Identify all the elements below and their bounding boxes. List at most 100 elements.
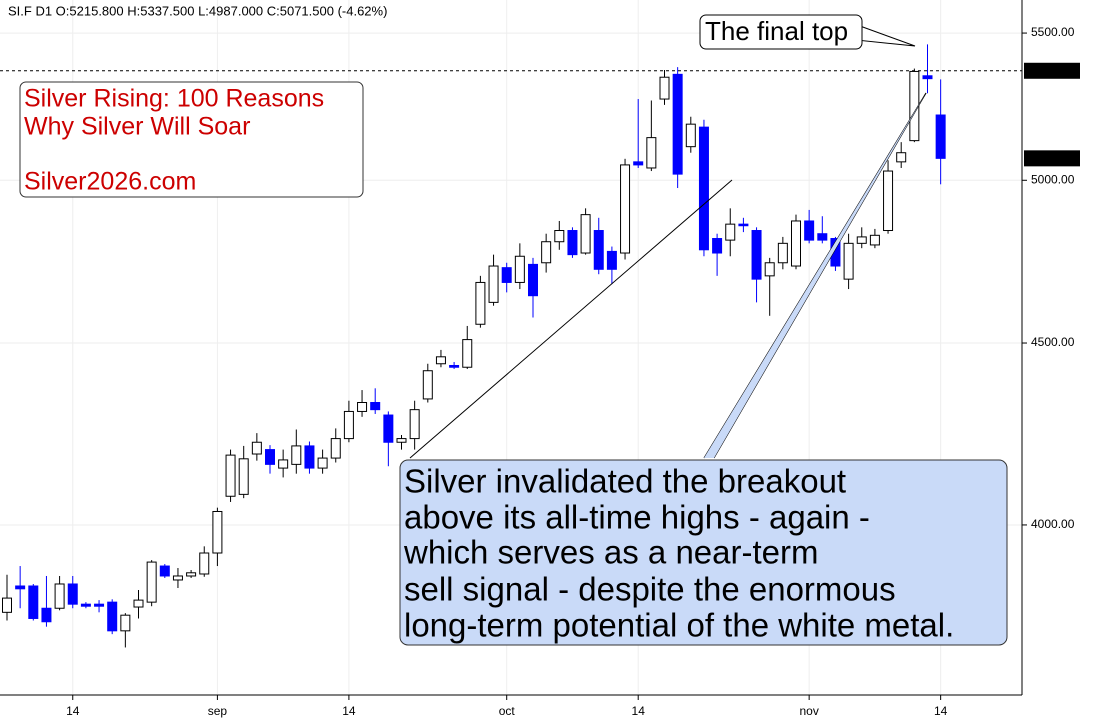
y-tick-label: 5500.00 — [1031, 25, 1075, 39]
candle-body — [449, 364, 460, 368]
callout-box — [399, 459, 1008, 646]
candle-body — [541, 241, 552, 264]
candle-body — [133, 599, 144, 608]
candle-body — [278, 459, 289, 469]
candle-body — [712, 238, 723, 254]
candle-body — [646, 137, 657, 169]
callout-text: which serves as a near-term — [403, 534, 818, 571]
callout-text: long-term potential of the white metal. — [404, 607, 954, 644]
x-tick-label: 14 — [66, 704, 80, 718]
candle-body — [817, 233, 828, 241]
candle-body — [567, 230, 578, 256]
candle-body — [80, 603, 91, 607]
price-label-box — [1024, 62, 1080, 79]
candle-body — [67, 583, 78, 605]
candle-body — [330, 438, 341, 459]
price-label-box — [1024, 150, 1080, 167]
candle-body — [843, 242, 854, 280]
candle-body — [580, 214, 591, 254]
promo-box — [19, 81, 364, 198]
promo-text: Silver Rising: 100 Reasons — [24, 85, 324, 113]
candle-body — [620, 164, 631, 254]
candle-body — [54, 583, 65, 609]
candle-body — [2, 597, 12, 613]
y-tick-label: 5000.00 — [1031, 172, 1075, 186]
candle-body — [172, 575, 183, 581]
x-tick-label: sep — [208, 704, 228, 718]
candle-body — [186, 572, 197, 577]
candles — [2, 44, 946, 648]
symbol-header: SI.F D1 O:5215.800 H:5337.500 L:4987.000… — [8, 3, 387, 18]
candle-body — [199, 552, 210, 575]
candle-body — [514, 255, 525, 283]
candle-body — [606, 250, 617, 270]
x-tick-label: oct — [499, 704, 516, 718]
candle-body — [225, 454, 236, 497]
candle-body — [238, 458, 249, 495]
candle-body — [777, 242, 788, 264]
candle-body — [554, 230, 565, 243]
candle-body — [462, 339, 473, 368]
candle-body — [28, 585, 39, 619]
candle-body — [633, 161, 644, 166]
candle-body — [935, 114, 946, 159]
candle-body — [107, 601, 118, 632]
candle-body — [764, 262, 775, 277]
candle-body — [475, 281, 486, 325]
candle-body — [304, 445, 315, 469]
candle-body — [146, 561, 157, 603]
callout-text: Silver invalidated the breakout — [404, 463, 846, 500]
x-tick-label: 14 — [632, 704, 646, 718]
x-tick-label: nov — [799, 704, 818, 718]
candle-body — [869, 234, 880, 246]
candle-body — [501, 267, 512, 283]
candle-body — [291, 445, 302, 465]
candle-body — [94, 603, 105, 607]
candle-body — [409, 409, 420, 440]
top-box — [699, 14, 863, 50]
top-pointer — [855, 25, 916, 47]
promo-text: Silver2026.com — [24, 168, 196, 196]
candle-body — [251, 441, 262, 455]
candle-body — [856, 236, 867, 244]
candle-body — [659, 76, 670, 100]
candle-body — [791, 220, 801, 267]
candle-body — [383, 414, 394, 443]
candle-body — [370, 402, 381, 411]
callout-text: above its all-time highs - again - — [404, 499, 870, 536]
candle-body — [488, 265, 499, 303]
candle-body — [317, 457, 328, 469]
y-tick-label: 4500.00 — [1031, 335, 1075, 349]
candle-body — [159, 565, 170, 577]
candle-body — [698, 126, 709, 251]
candle-body — [435, 356, 446, 365]
candle-body — [922, 75, 933, 80]
candle-body — [422, 370, 433, 400]
candle-body — [15, 585, 26, 590]
candle-body — [593, 230, 604, 270]
candle-body — [738, 223, 749, 227]
candle-body — [120, 614, 131, 632]
candle-body — [528, 263, 538, 297]
promo-text: Why Silver Will Soar — [24, 113, 250, 141]
top-text: The final top — [705, 16, 848, 46]
trend-line — [409, 179, 733, 459]
y-tick-label: 4000.00 — [1031, 517, 1075, 531]
candle-body — [725, 223, 736, 241]
candle-body — [751, 230, 762, 280]
candle-body — [41, 607, 52, 623]
candle-body — [265, 449, 275, 465]
candle-body — [343, 410, 354, 440]
callout-text: sell signal - despite the enormous — [404, 571, 896, 608]
candle-body — [357, 402, 368, 412]
pointer — [704, 93, 926, 458]
price-label: 5071.50 — [1028, 152, 1072, 166]
candle-body — [672, 73, 683, 175]
candle-body — [804, 220, 815, 241]
x-tick-label: 14 — [934, 704, 948, 718]
x-tick-label: 14 — [342, 704, 356, 718]
candle-body — [212, 510, 223, 554]
candle-body — [685, 123, 696, 148]
candle-body — [896, 152, 907, 163]
